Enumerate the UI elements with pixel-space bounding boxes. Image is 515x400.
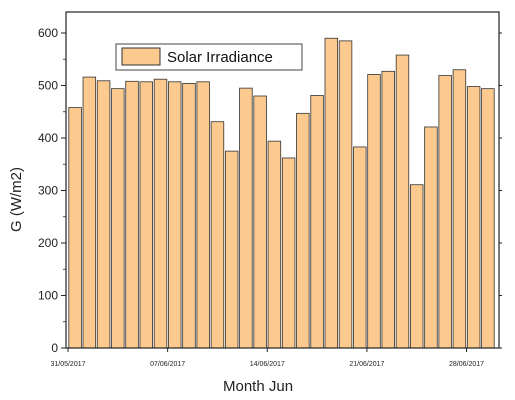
bar-25 — [409, 184, 424, 349]
bar-6 — [139, 81, 154, 349]
bar-28 — [452, 69, 467, 349]
y-tick-label-600: 600 — [38, 26, 58, 40]
bar-10 — [196, 81, 210, 349]
bar-21 — [353, 146, 367, 349]
bar-8 — [168, 81, 182, 349]
bar-22 — [367, 74, 381, 349]
bar-26 — [424, 126, 438, 349]
y-tick-label-100: 100 — [38, 289, 58, 303]
bar-16 — [281, 157, 296, 349]
bar-1 — [68, 107, 82, 349]
bar-7 — [153, 78, 168, 349]
legend: Solar Irradiance — [115, 43, 303, 71]
bar-30 — [481, 88, 495, 349]
x-tick-label-2: 07/06/2017 — [150, 361, 185, 368]
bar-3 — [96, 80, 111, 349]
bar-27 — [438, 75, 452, 349]
bar-20 — [338, 40, 353, 349]
bar-19 — [324, 37, 339, 349]
legend-label: Solar Irradiance — [167, 49, 273, 66]
y-tick-label-400: 400 — [38, 131, 58, 145]
x-axis-title: Month Jun — [223, 378, 293, 395]
x-tick-label-4: 21/06/2017 — [349, 361, 384, 368]
y-tick-label-500: 500 — [38, 79, 58, 93]
y-tick-label-300: 300 — [38, 184, 58, 198]
bar-24 — [395, 54, 410, 349]
plot-frame — [65, 11, 500, 349]
y-tick-label-0: 0 — [51, 341, 58, 355]
bar-11 — [210, 121, 225, 349]
bar-12 — [224, 150, 239, 349]
bar-29 — [466, 86, 481, 349]
bar-9 — [182, 83, 196, 349]
x-tick-label-3: 14/06/2017 — [250, 361, 285, 368]
bar-23 — [381, 70, 395, 349]
bar-13 — [239, 87, 253, 349]
y-tick-label-200: 200 — [38, 236, 58, 250]
bar-2 — [82, 76, 97, 349]
x-tick-label-1: 31/05/2017 — [50, 361, 85, 368]
bar-15 — [267, 140, 282, 349]
x-tick-label-5: 28/06/2017 — [449, 361, 484, 368]
bar-5 — [125, 80, 139, 349]
bar-17 — [296, 112, 310, 349]
bar-18 — [310, 95, 324, 349]
bar-14 — [253, 95, 267, 349]
y-axis-title: G (W/m2) — [8, 167, 25, 232]
legend-swatch — [121, 47, 161, 66]
bar-4 — [111, 88, 125, 349]
